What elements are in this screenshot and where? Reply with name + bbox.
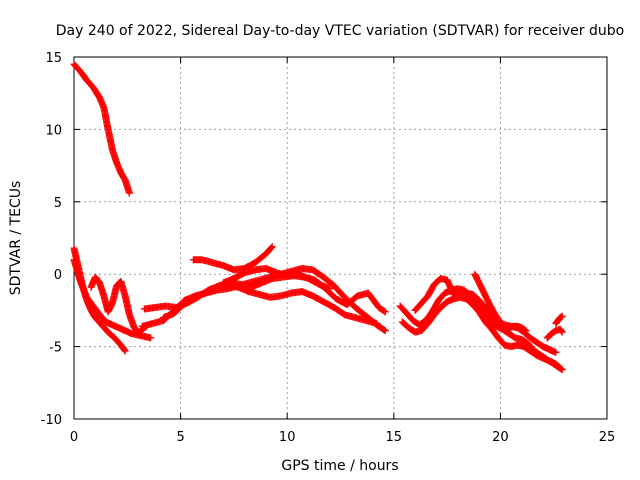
x-tick-label: 10: [279, 430, 296, 445]
x-tick-label: 0: [70, 430, 78, 445]
data-point: [326, 285, 334, 293]
series-track-14: [543, 325, 566, 342]
y-tick-label: 5: [54, 196, 62, 211]
y-tick-label: 10: [45, 123, 62, 138]
data-point: [558, 366, 566, 374]
plot-frame: [73, 56, 608, 420]
data-point: [125, 189, 133, 197]
data-point: [558, 312, 566, 320]
series-track-15: [552, 312, 566, 327]
data-point: [147, 334, 155, 342]
data-points: [70, 60, 566, 374]
data-point: [120, 346, 128, 354]
x-axis-label: GPS time / hours: [281, 458, 398, 474]
series-track-1: [70, 60, 133, 197]
data-point: [380, 307, 388, 315]
series-track-11: [398, 293, 566, 374]
y-tick-labels: -10 -5 0 5 10 15: [41, 51, 62, 428]
data-point: [552, 348, 560, 356]
x-tick-label: 15: [386, 430, 403, 445]
series-track-4: [87, 273, 150, 338]
y-tick-label: -10: [41, 413, 62, 428]
y-tick-label: -5: [49, 341, 62, 356]
data-point: [381, 327, 389, 335]
data-point: [267, 244, 275, 252]
y-tick-label: 0: [54, 268, 62, 283]
data-point: [522, 327, 530, 335]
data-point: [557, 313, 565, 321]
data-point: [381, 308, 389, 316]
data-point: [268, 243, 276, 251]
data-point: [521, 326, 529, 334]
data-point: [557, 365, 565, 373]
data-point: [380, 326, 388, 334]
series-track-13: [471, 270, 530, 335]
data-point: [121, 347, 129, 355]
grid: [74, 57, 607, 419]
y-tick-label: 15: [45, 51, 62, 66]
series-track-9: [219, 264, 334, 293]
x-tick-labels: 0 5 10 15 20 25: [70, 430, 615, 445]
series-track-12: [411, 275, 560, 356]
data-point: [558, 328, 566, 336]
x-tick-label: 20: [492, 430, 509, 445]
y-axis-label: SDTVAR / TECUs: [8, 181, 24, 296]
x-tick-label: 25: [599, 430, 616, 445]
x-tick-label: 5: [176, 430, 184, 445]
data-point: [373, 319, 381, 327]
chart-title: Day 240 of 2022, Sidereal Day-to-day VTE…: [56, 23, 624, 39]
data-point: [558, 327, 566, 335]
